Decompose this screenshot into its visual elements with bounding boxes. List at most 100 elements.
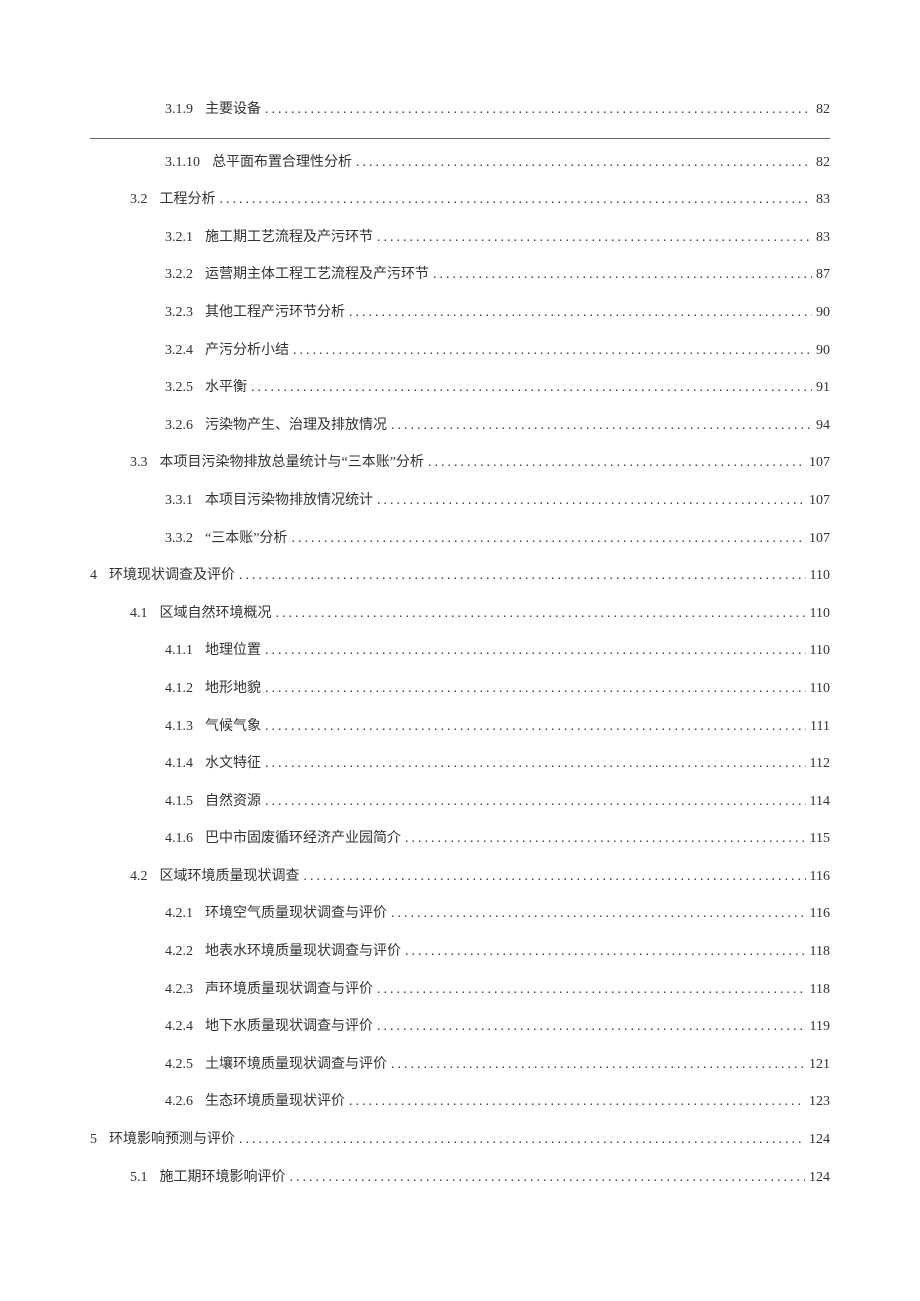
toc-page-number: 90	[816, 303, 830, 323]
toc-leader-dots	[265, 754, 806, 774]
toc-page-number: 91	[816, 378, 830, 398]
toc-leader-dots	[276, 604, 806, 624]
toc-page-number: 107	[809, 529, 830, 549]
section-divider	[90, 138, 830, 139]
toc-number: 3.1.9	[165, 100, 193, 120]
toc-leader-dots	[304, 867, 806, 887]
toc-entry: 4.2.2地表水环境质量现状调查与评价118	[165, 942, 830, 962]
toc-entry: 4.2.5土壤环境质量现状调查与评价121	[165, 1055, 830, 1075]
toc-page-number: 82	[816, 153, 830, 173]
toc-page-number: 123	[809, 1092, 830, 1112]
toc-number: 3.2.1	[165, 228, 193, 248]
toc-entry: 3.2.5 水平衡 91	[165, 378, 830, 398]
toc-title: 污染物产生、治理及排放情况	[205, 416, 387, 436]
toc-page-number: 116	[810, 904, 830, 924]
toc-title: 运营期主体工程工艺流程及产污环节	[205, 265, 429, 285]
toc-entry: 3.2.6污染物产生、治理及排放情况94	[165, 416, 830, 436]
toc-number: 3.1.10	[165, 153, 200, 173]
toc-entry: 4.1.4水文特征112	[165, 754, 830, 774]
toc-page-number: 110	[810, 641, 830, 661]
toc-leader-dots	[377, 491, 805, 511]
toc-entry: 4.1.2地形地貌110	[165, 679, 830, 699]
toc-leader-dots	[405, 829, 806, 849]
toc-title: 水文特征	[205, 754, 261, 774]
toc-title: 施工期工艺流程及产污环节	[205, 228, 373, 248]
toc-number: 4.2.1	[165, 904, 193, 924]
toc-number: 4.1.4	[165, 754, 193, 774]
toc-number: 5	[90, 1130, 97, 1150]
toc-entry: 4.2.3 声环境质量现状调查与评价 118	[165, 980, 830, 1000]
toc-title: 声环境质量现状调查与评价	[205, 980, 373, 1000]
toc-leader-dots	[377, 980, 806, 1000]
toc-entry: 4.1.1地理位置110	[165, 641, 830, 661]
toc-leader-dots	[291, 529, 805, 549]
toc-title: 本项目污染物排放总量统计与“三本账”分析	[160, 453, 424, 473]
toc-title: 地形地貌	[205, 679, 261, 699]
toc-title: 施工期环境影响评价	[160, 1168, 286, 1188]
toc-page-number: 121	[809, 1055, 830, 1075]
toc-number: 4.2.4	[165, 1017, 193, 1037]
toc-title: 水平衡	[205, 378, 247, 398]
toc-leader-dots	[377, 1017, 806, 1037]
toc-number: 3.2.5	[165, 378, 193, 398]
toc-page-number: 107	[809, 491, 830, 511]
toc-title: “三本账”分析	[205, 529, 287, 549]
toc-entry: 4.2.6生态环境质量现状评价123	[165, 1092, 830, 1112]
toc-leader-dots	[251, 378, 812, 398]
toc-page-number: 118	[810, 942, 830, 962]
toc-page-number: 115	[810, 829, 830, 849]
toc-title: 区域自然环境概况	[160, 604, 272, 624]
toc-page-number: 118	[810, 980, 830, 1000]
toc-number: 4.1.3	[165, 717, 193, 737]
toc-page-number: 90	[816, 341, 830, 361]
toc-title: 产污分析小结	[205, 341, 289, 361]
toc-page-number: 107	[809, 453, 830, 473]
toc-entry: 3.2.3 其他工程产污环节分析 90	[165, 303, 830, 323]
toc-leader-dots	[391, 1055, 805, 1075]
toc-page-number: 110	[810, 566, 830, 586]
toc-title: 自然资源	[205, 792, 261, 812]
toc-number: 4	[90, 566, 97, 586]
toc-leader-dots	[428, 453, 805, 473]
toc-entry: 4.1.5自然资源114	[165, 792, 830, 812]
toc-number: 4.1.6	[165, 829, 193, 849]
toc-entry: 4.1 区域自然环境概况 110	[130, 604, 830, 624]
toc-title: 气候气象	[205, 717, 261, 737]
toc-title: 环境影响预测与评价	[109, 1130, 235, 1150]
toc-page-number: 119	[810, 1017, 830, 1037]
toc-entry: 5.1施工期环境影响评价124	[130, 1168, 830, 1188]
toc-number: 3.3.2	[165, 529, 193, 549]
toc-number: 3.3.1	[165, 491, 193, 511]
toc-leader-dots	[265, 100, 812, 120]
toc-number: 4.1	[130, 604, 148, 624]
toc-page-number: 87	[816, 265, 830, 285]
toc-entry: 4.2区域环境质量现状调查116	[130, 867, 830, 887]
toc-leader-dots	[349, 1092, 805, 1112]
toc-leader-dots	[293, 341, 812, 361]
toc-number: 4.2	[130, 867, 148, 887]
toc-page-number: 94	[816, 416, 830, 436]
toc-entry: 3.1.9主要设备82	[165, 100, 830, 120]
toc-number: 4.2.3	[165, 980, 193, 1000]
toc-number: 4.1.5	[165, 792, 193, 812]
toc-number: 3.2.3	[165, 303, 193, 323]
toc-entry: 5环境影响预测与评价124	[90, 1130, 830, 1150]
toc-entry: 3.2.4 产污分析小结 90	[165, 341, 830, 361]
toc-leader-dots	[265, 792, 806, 812]
toc-title: 总平面布置合理性分析	[212, 153, 352, 173]
toc-title: 生态环境质量现状评价	[205, 1092, 345, 1112]
toc-number: 3.2.4	[165, 341, 193, 361]
toc-leader-dots	[220, 190, 813, 210]
toc-title: 环境现状调查及评价	[109, 566, 235, 586]
toc-page-number: 110	[810, 679, 830, 699]
toc-leader-dots	[405, 942, 806, 962]
toc-number: 4.1.1	[165, 641, 193, 661]
toc-entry: 3.2.1 施工期工艺流程及产污环节 83	[165, 228, 830, 248]
toc-title: 地下水质量现状调查与评价	[205, 1017, 373, 1037]
toc-page-number: 110	[810, 604, 830, 624]
toc-entry: 3.2.2运营期主体工程工艺流程及产污环节87	[165, 265, 830, 285]
toc-entry: 4.2.1环境空气质量现状调查与评价116	[165, 904, 830, 924]
toc-page-number: 83	[816, 228, 830, 248]
toc-title: 其他工程产污环节分析	[205, 303, 345, 323]
toc-leader-dots	[239, 566, 806, 586]
